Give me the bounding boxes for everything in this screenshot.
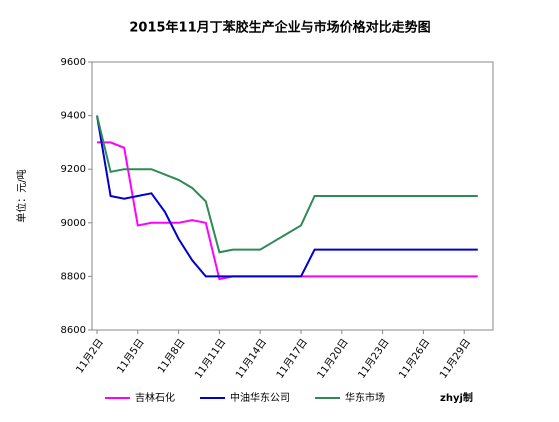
- plot-area: [91, 61, 494, 331]
- chart-title: 2015年11月丁苯胶生产企业与市场价格对比走势图: [129, 20, 430, 36]
- y-tick-label: 8600: [61, 325, 86, 336]
- y-tick-label: 8800: [61, 271, 86, 282]
- x-tick-label: 11月2日: [74, 337, 106, 376]
- legend-label: 吉林石化: [135, 391, 175, 404]
- x-tick-label: 11月29日: [437, 337, 473, 381]
- series-line: [96, 115, 478, 254]
- x-tick-label: 11月14日: [233, 337, 269, 381]
- series-line: [97, 141, 478, 281]
- x-tick-label: 11月17日: [274, 337, 310, 381]
- y-axis-label: 单位：元/吨: [15, 169, 28, 222]
- annotation: zhyj制: [440, 391, 473, 404]
- legend-label: 华东市场: [345, 391, 385, 404]
- y-tick-label: 9200: [61, 164, 86, 175]
- x-tick-label: 11月26日: [396, 337, 432, 381]
- y-tick-label: 9400: [61, 111, 86, 122]
- x-tick-label: 11月8日: [155, 337, 187, 376]
- y-tick-label: 9600: [61, 57, 86, 68]
- x-tick-label: 11月23日: [356, 337, 392, 381]
- legend-label: 中油华东公司: [230, 391, 290, 404]
- x-tick-label: 11月20日: [315, 337, 351, 381]
- x-tick-label: 11月5日: [114, 337, 146, 376]
- y-tick-label: 9000: [61, 218, 86, 229]
- series-line: [96, 115, 478, 278]
- x-tick-label: 11月11日: [192, 337, 228, 381]
